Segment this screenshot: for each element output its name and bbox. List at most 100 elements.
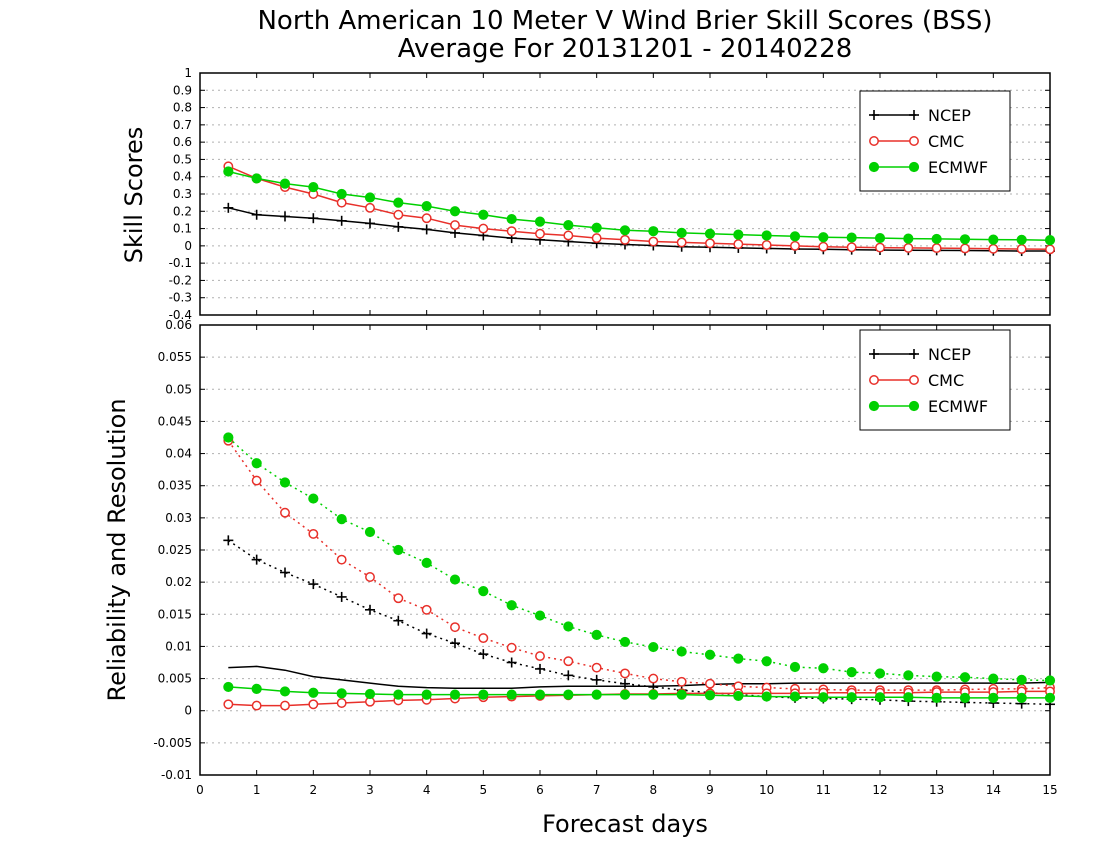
- bottom-legend-marker-ecmwf: [908, 400, 920, 412]
- top-y-tick-label: -0.4: [169, 308, 192, 322]
- top-ecmwf-point: [478, 209, 489, 220]
- bottom-y-tick-label: 0.06: [165, 318, 192, 332]
- top-legend-marker-ecmwf: [908, 161, 920, 173]
- bottom-ecmwf-reliability-point: [563, 689, 574, 700]
- bottom-ecmwf-reliability-point: [648, 689, 659, 700]
- top-ecmwf-point: [619, 225, 631, 236]
- bottom-y-tick-label: 0.02: [165, 575, 192, 589]
- bottom-legend-label-ncep: NCEP: [928, 345, 971, 364]
- top-ecmwf-point: [223, 166, 234, 177]
- top-ecmwf-point: [308, 181, 319, 193]
- top-cmc-point: [733, 239, 744, 250]
- bottom-cmc-resolution-point: [535, 651, 545, 662]
- bottom-cmc-reliability-point: [251, 700, 262, 711]
- bottom-y-tick-label: 0: [184, 704, 192, 718]
- top-legend-label-cmc: CMC: [928, 132, 964, 151]
- top-cmc-point: [1016, 244, 1027, 254]
- bottom-y-tick-label: 0.005: [158, 672, 192, 686]
- bottom-ncep-resolution-point: [336, 591, 347, 602]
- top-ecmwf-point: [506, 213, 517, 225]
- bottom-ecmwf-resolution-point: [988, 673, 999, 684]
- top-ecmwf-point: [1044, 235, 1056, 246]
- bottom-ncep-resolution-point: [535, 663, 545, 674]
- bottom-ecmwf-reliability-point: [988, 692, 999, 703]
- bottom-ecmwf-resolution-point: [563, 621, 574, 632]
- bottom-legend-marker-ncep: [869, 349, 879, 359]
- x-tick-label: 5: [480, 783, 488, 797]
- top-y-tick-label: 0.8: [173, 101, 192, 115]
- bottom-cmc-resolution-point: [591, 662, 602, 673]
- bottom-ecmwf-resolution-point: [1016, 674, 1027, 685]
- top-ecmwf-point: [818, 232, 829, 243]
- bottom-cmc-reliability-point: [280, 700, 290, 711]
- bottom-ecmwf-resolution-point: [251, 458, 262, 469]
- bottom-cmc-resolution-point: [506, 642, 517, 653]
- bottom-cmc-resolution-line: [227, 440, 1051, 691]
- bottom-y-tick-label: 0.04: [165, 447, 192, 461]
- top-cmc-point: [563, 230, 574, 241]
- top-cmc-point: [648, 236, 659, 247]
- axes-layer: -0.4 -0.3 -0.2 -0.1 0 0.1 0.2 0.3 0.4 0.5 0.6 0.7 0.…: [153, 66, 1057, 797]
- top-ncep-point: [393, 221, 404, 232]
- bottom-ecmwf-reliability-point: [846, 692, 857, 703]
- bottom-legend-label-cmc: CMC: [928, 371, 964, 390]
- top-cmc-point: [1045, 244, 1055, 255]
- x-tick-label: 7: [593, 783, 601, 797]
- top-ecmwf-point: [449, 206, 461, 217]
- top-y-tick-label: 0.4: [173, 170, 192, 184]
- bottom-cmc-resolution-point: [648, 673, 659, 684]
- bottom-cmc-resolution-point: [705, 678, 715, 689]
- bottom-ecmwf-reliability-point: [421, 689, 432, 700]
- top-cmc-point: [790, 240, 800, 251]
- top-y-tick-label: 0.7: [173, 118, 192, 132]
- top-cmc-point: [421, 213, 432, 224]
- bottom-y-tick-label: -0.01: [161, 768, 192, 782]
- bottom-y-tick-label: 0.01: [165, 639, 192, 653]
- chart-title: North American 10 Meter V Wind Brier Ski…: [257, 6, 992, 36]
- top-ncep-point: [365, 218, 375, 229]
- top-ncep-point: [251, 209, 262, 220]
- bottom-ecmwf-reliability-point: [223, 681, 234, 693]
- bottom-ncep-resolution-point: [365, 604, 375, 615]
- bottom-ecmwf-reliability-point: [534, 689, 546, 700]
- x-tick-label: 9: [706, 783, 714, 797]
- x-tick-label: 12: [872, 783, 887, 797]
- top-cmc-point: [620, 234, 630, 245]
- bottom-ecmwf-resolution-point: [308, 493, 319, 504]
- bottom-cmc-resolution-point: [393, 593, 404, 604]
- bottom-cmc-resolution-point: [280, 507, 290, 518]
- top-ecmwf-point: [789, 231, 801, 242]
- bottom-ncep-resolution-point: [620, 678, 630, 689]
- top-y-tick-label: 0.3: [173, 187, 192, 201]
- bottom-ecmwf-reliability-point: [903, 692, 914, 703]
- bottom-ncep-reliability-line: [228, 665, 1051, 689]
- top-cmc-point: [988, 243, 999, 254]
- bottom-legend-label-ecmwf: ECMWF: [928, 397, 988, 416]
- bottom-y-tick-label: 0.045: [158, 414, 192, 428]
- bottom-ecmwf-reliability-point: [506, 689, 517, 700]
- top-plot-frame: [199, 72, 1051, 316]
- bottom-ncep-resolution-point: [421, 628, 432, 639]
- bottom-ncep-resolution-point: [591, 674, 602, 685]
- bottom-ecmwf-resolution-point: [393, 544, 404, 556]
- bottom-ecmwf-resolution-point: [874, 668, 886, 679]
- bottom-legend-marker-cmc: [869, 375, 879, 385]
- x-tick-label: 15: [1042, 783, 1057, 797]
- top-cmc-point: [960, 243, 970, 254]
- bottom-ecmwf-reliability-point: [393, 689, 404, 700]
- bottom-ecmwf-resolution-point: [506, 600, 517, 611]
- bottom-ecmwf-reliability-point: [959, 692, 971, 703]
- top-cmc-point: [903, 242, 914, 253]
- bottom-cmc-resolution-point: [478, 633, 489, 644]
- x-axis-label: Forecast days: [542, 810, 708, 838]
- bottom-ecmwf-reliability-point: [364, 688, 376, 700]
- bottom-y-tick-label: 0.055: [158, 350, 192, 364]
- top-y-tick-label: 0.2: [173, 204, 192, 218]
- x-tick-label: 8: [650, 783, 658, 797]
- top-cmc-point: [591, 233, 602, 244]
- chart-subtitle: Average For 20131201 - 20140228: [398, 34, 853, 64]
- bottom-ecmwf-reliability-point: [279, 686, 291, 697]
- top-ecmwf-point: [534, 216, 546, 227]
